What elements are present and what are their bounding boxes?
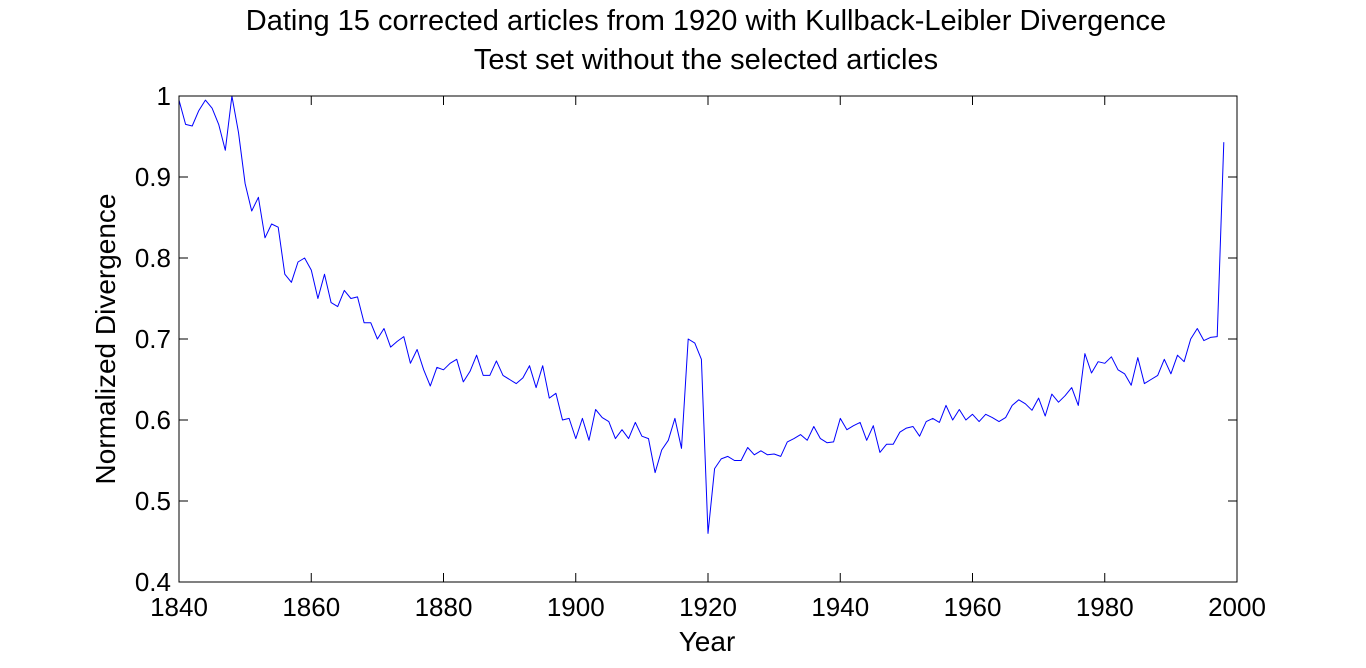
y-tick-label: 0.4 — [135, 567, 171, 597]
y-tick-label: 0.5 — [135, 486, 171, 516]
series-line — [178, 95, 1225, 534]
x-axis-label: Year — [679, 626, 736, 657]
x-tick-label: 1940 — [811, 592, 869, 622]
x-tick-label: 1880 — [415, 592, 473, 622]
y-tick-label: 0.7 — [135, 324, 171, 354]
plot-area-frame — [178, 95, 1238, 583]
y-tick-label: 0.6 — [135, 405, 171, 435]
x-tick-label: 2000 — [1208, 592, 1266, 622]
x-tick-label: 1860 — [282, 592, 340, 622]
y-axis-ticks: 0.4 0.5 0.6 0.7 0.8 0.9 1 — [135, 81, 1237, 597]
y-axis-label: Normalized Divergence — [90, 193, 121, 484]
chart-title: Dating 15 corrected articles from 1920 w… — [246, 5, 1166, 37]
series-layer — [178, 95, 1225, 534]
x-axis-ticks: 1840 1860 1880 1900 1920 1940 1960 1980 2000 — [150, 96, 1266, 622]
x-tick-label: 1900 — [547, 592, 605, 622]
x-tick-label: 1960 — [944, 592, 1002, 622]
chart-subtitle: Test set without the selected articles — [474, 44, 938, 76]
x-tick-label: 1980 — [1076, 592, 1134, 622]
x-tick-label: 1920 — [679, 592, 737, 622]
x-tick-label: 1840 — [150, 592, 208, 622]
y-tick-label: 0.9 — [135, 162, 171, 192]
y-tick-label: 1 — [157, 81, 171, 111]
y-tick-label: 0.8 — [135, 243, 171, 273]
